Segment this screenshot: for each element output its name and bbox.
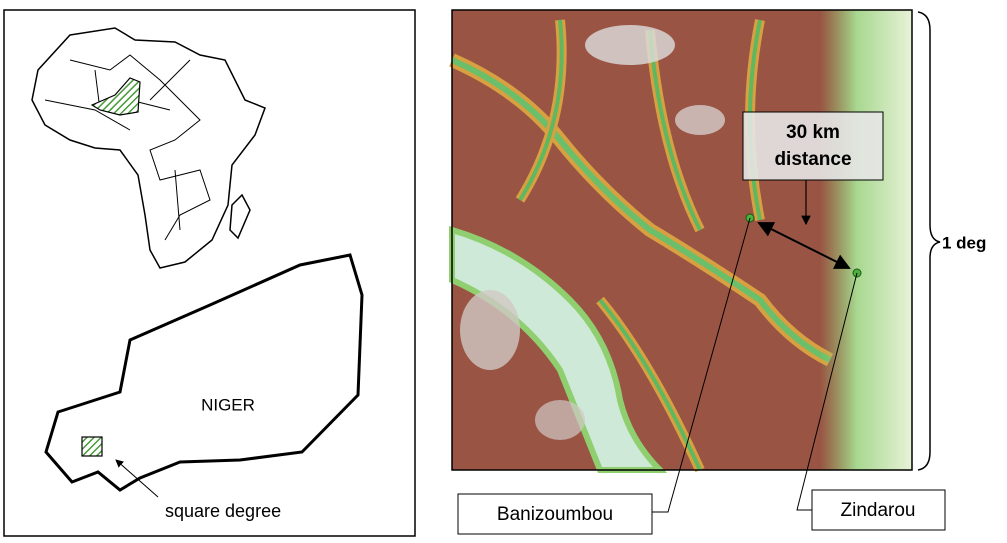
distance-arrow bbox=[757, 222, 851, 269]
site-label: Zindarou bbox=[841, 500, 916, 521]
leader-line bbox=[796, 272, 858, 511]
callout-label: square degree bbox=[165, 501, 281, 521]
site-label: Banizoumbou bbox=[497, 504, 613, 525]
terrain-map bbox=[449, 9, 913, 473]
leader-line bbox=[652, 217, 751, 513]
square-degree-marker bbox=[81, 436, 103, 457]
site-box bbox=[457, 493, 653, 535]
scale-brace bbox=[917, 11, 941, 471]
country-label: NIGER bbox=[201, 395, 255, 414]
site-box bbox=[811, 489, 946, 531]
niger-highlight bbox=[90, 77, 141, 116]
callout-arrow bbox=[115, 459, 159, 498]
distance-box bbox=[742, 111, 884, 181]
africa-outline bbox=[31, 27, 266, 269]
distance-label-line1: 30 km bbox=[786, 122, 840, 143]
scale-label: 1 deg bbox=[942, 233, 986, 252]
distance-label-line2: distance bbox=[774, 149, 851, 170]
country-borders bbox=[44, 54, 211, 241]
niger-outline bbox=[44, 253, 364, 492]
